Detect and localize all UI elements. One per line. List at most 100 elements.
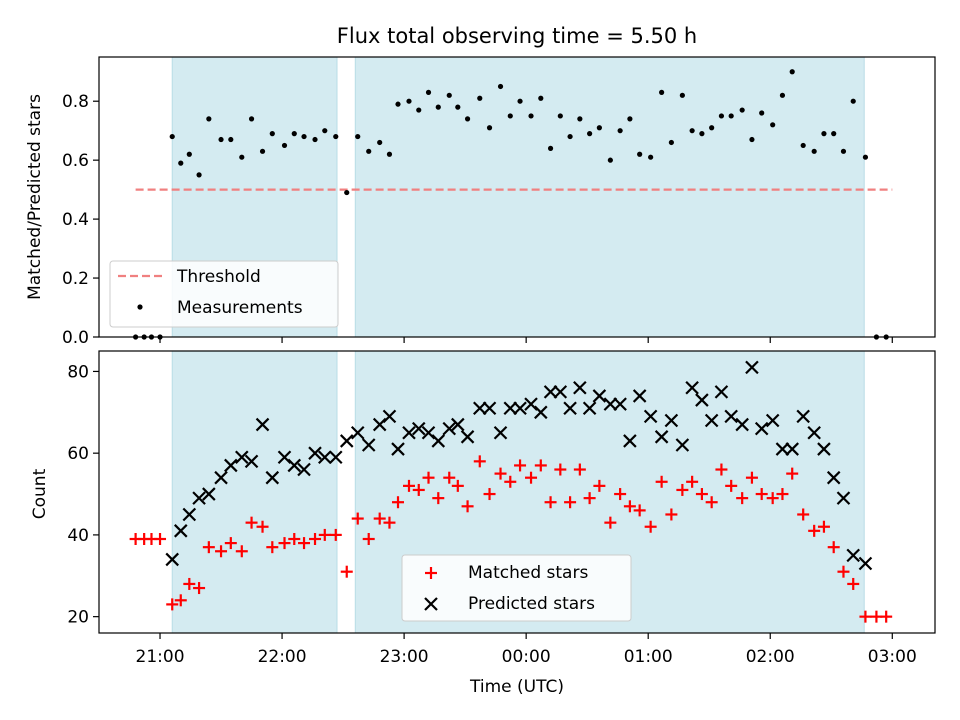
measurement-point [464,116,471,122]
measurement-point [333,133,339,140]
measurement-point [497,83,504,90]
measurement-point [718,113,725,119]
matched-point [362,533,375,545]
count-panel-frame [98,350,936,634]
matched-point [755,488,768,501]
measurement-point [831,131,837,137]
count-y-tick-label: 80 [67,362,89,382]
matched-point [880,610,893,623]
predicted-point [643,409,658,424]
x-axis-label: Time (UTC) [469,677,564,697]
matched-point [676,483,689,496]
predicted-point [695,393,709,407]
measurement-point [862,154,869,160]
count-y-tick-label: 60 [67,444,89,464]
count-legend-box [401,554,632,622]
predicted-point [361,438,376,452]
matched-point [665,508,678,521]
measurement-point [416,107,422,113]
matched-point [443,471,456,484]
predicted-point [350,425,365,440]
measurement-point [248,116,255,122]
measurement-point [455,104,461,110]
matched-point [402,479,415,492]
measurement-point [355,133,361,140]
measurement-point [186,151,192,157]
matched-point [715,463,728,476]
legend-predicted-label: Predicted stars [468,594,595,614]
matched-point [183,577,196,590]
predicted-point [202,487,216,501]
measurement-point [239,154,245,160]
predicted-point [817,442,831,456]
predicted-point [165,552,180,567]
shaded-region-2 [354,56,865,338]
ratio-y-tick-label: 0.4 [62,210,89,230]
predicted-point [573,381,587,395]
measurement-point [528,113,534,119]
matched-point [847,577,860,590]
predicted-point [460,430,475,444]
predicted-point [765,413,780,428]
measurement-point [699,131,705,137]
x-tick-label: 03:00 [868,647,917,667]
matched-point [193,582,206,595]
predicted-point [482,401,497,415]
measurement-point [178,160,184,166]
shaded-region-1 [171,350,338,634]
matched-point [827,541,840,554]
measurement-point [538,95,544,101]
matched-point [655,475,668,488]
matched-point [766,492,779,505]
matched-point [797,508,810,521]
ratio-panel-frame [98,56,936,338]
measurement-point [312,136,318,143]
matched-point [288,533,301,545]
predicted-point [754,421,769,436]
predicted-point [192,491,206,505]
predicted-point [493,425,508,440]
predicted-point [255,417,270,432]
matched-point [422,471,435,484]
measurement-point [850,98,856,104]
ratio-panel: 0.00.20.40.60.8 Matched/Predicted stars … [25,56,936,348]
legend-threshold-label: Threshold [176,267,261,287]
predicted-point [714,385,729,399]
predicted-point [472,401,487,415]
predicted-point [182,507,197,522]
count-y-tick-label: 20 [67,608,89,628]
measurement-point [679,92,685,98]
matched-point [554,463,567,476]
legend-matched-swatch [425,567,437,579]
measurement-point [637,151,643,157]
matched-point [215,545,228,558]
predicted-point [339,434,354,448]
matched-point [202,541,215,554]
measurement-point [291,131,297,137]
predicted-point [372,417,387,432]
measurement-point [301,133,307,140]
matched-point [351,512,364,525]
measurement-point [425,89,432,95]
measurement-point [386,151,393,157]
measurement-point [739,107,745,113]
predicted-point [724,409,738,424]
measurement-point [770,122,776,128]
predicted-point [244,454,259,469]
ratio-y-tick-label: 0.6 [62,151,89,171]
matched-point [593,479,606,492]
predicted-point [308,446,322,460]
measurement-point [659,89,665,95]
predicted-point [675,438,690,452]
legend-x-mark [424,597,438,611]
predicted-point [785,442,799,456]
predicted-point [858,556,873,571]
measurement-point [322,128,328,134]
measurement-point [728,113,734,119]
measurement-point [789,69,795,75]
predicted-point [265,470,280,485]
predicted-point [214,470,228,485]
count-y-axis-label: Count [30,468,50,519]
predicted-point [318,450,332,465]
